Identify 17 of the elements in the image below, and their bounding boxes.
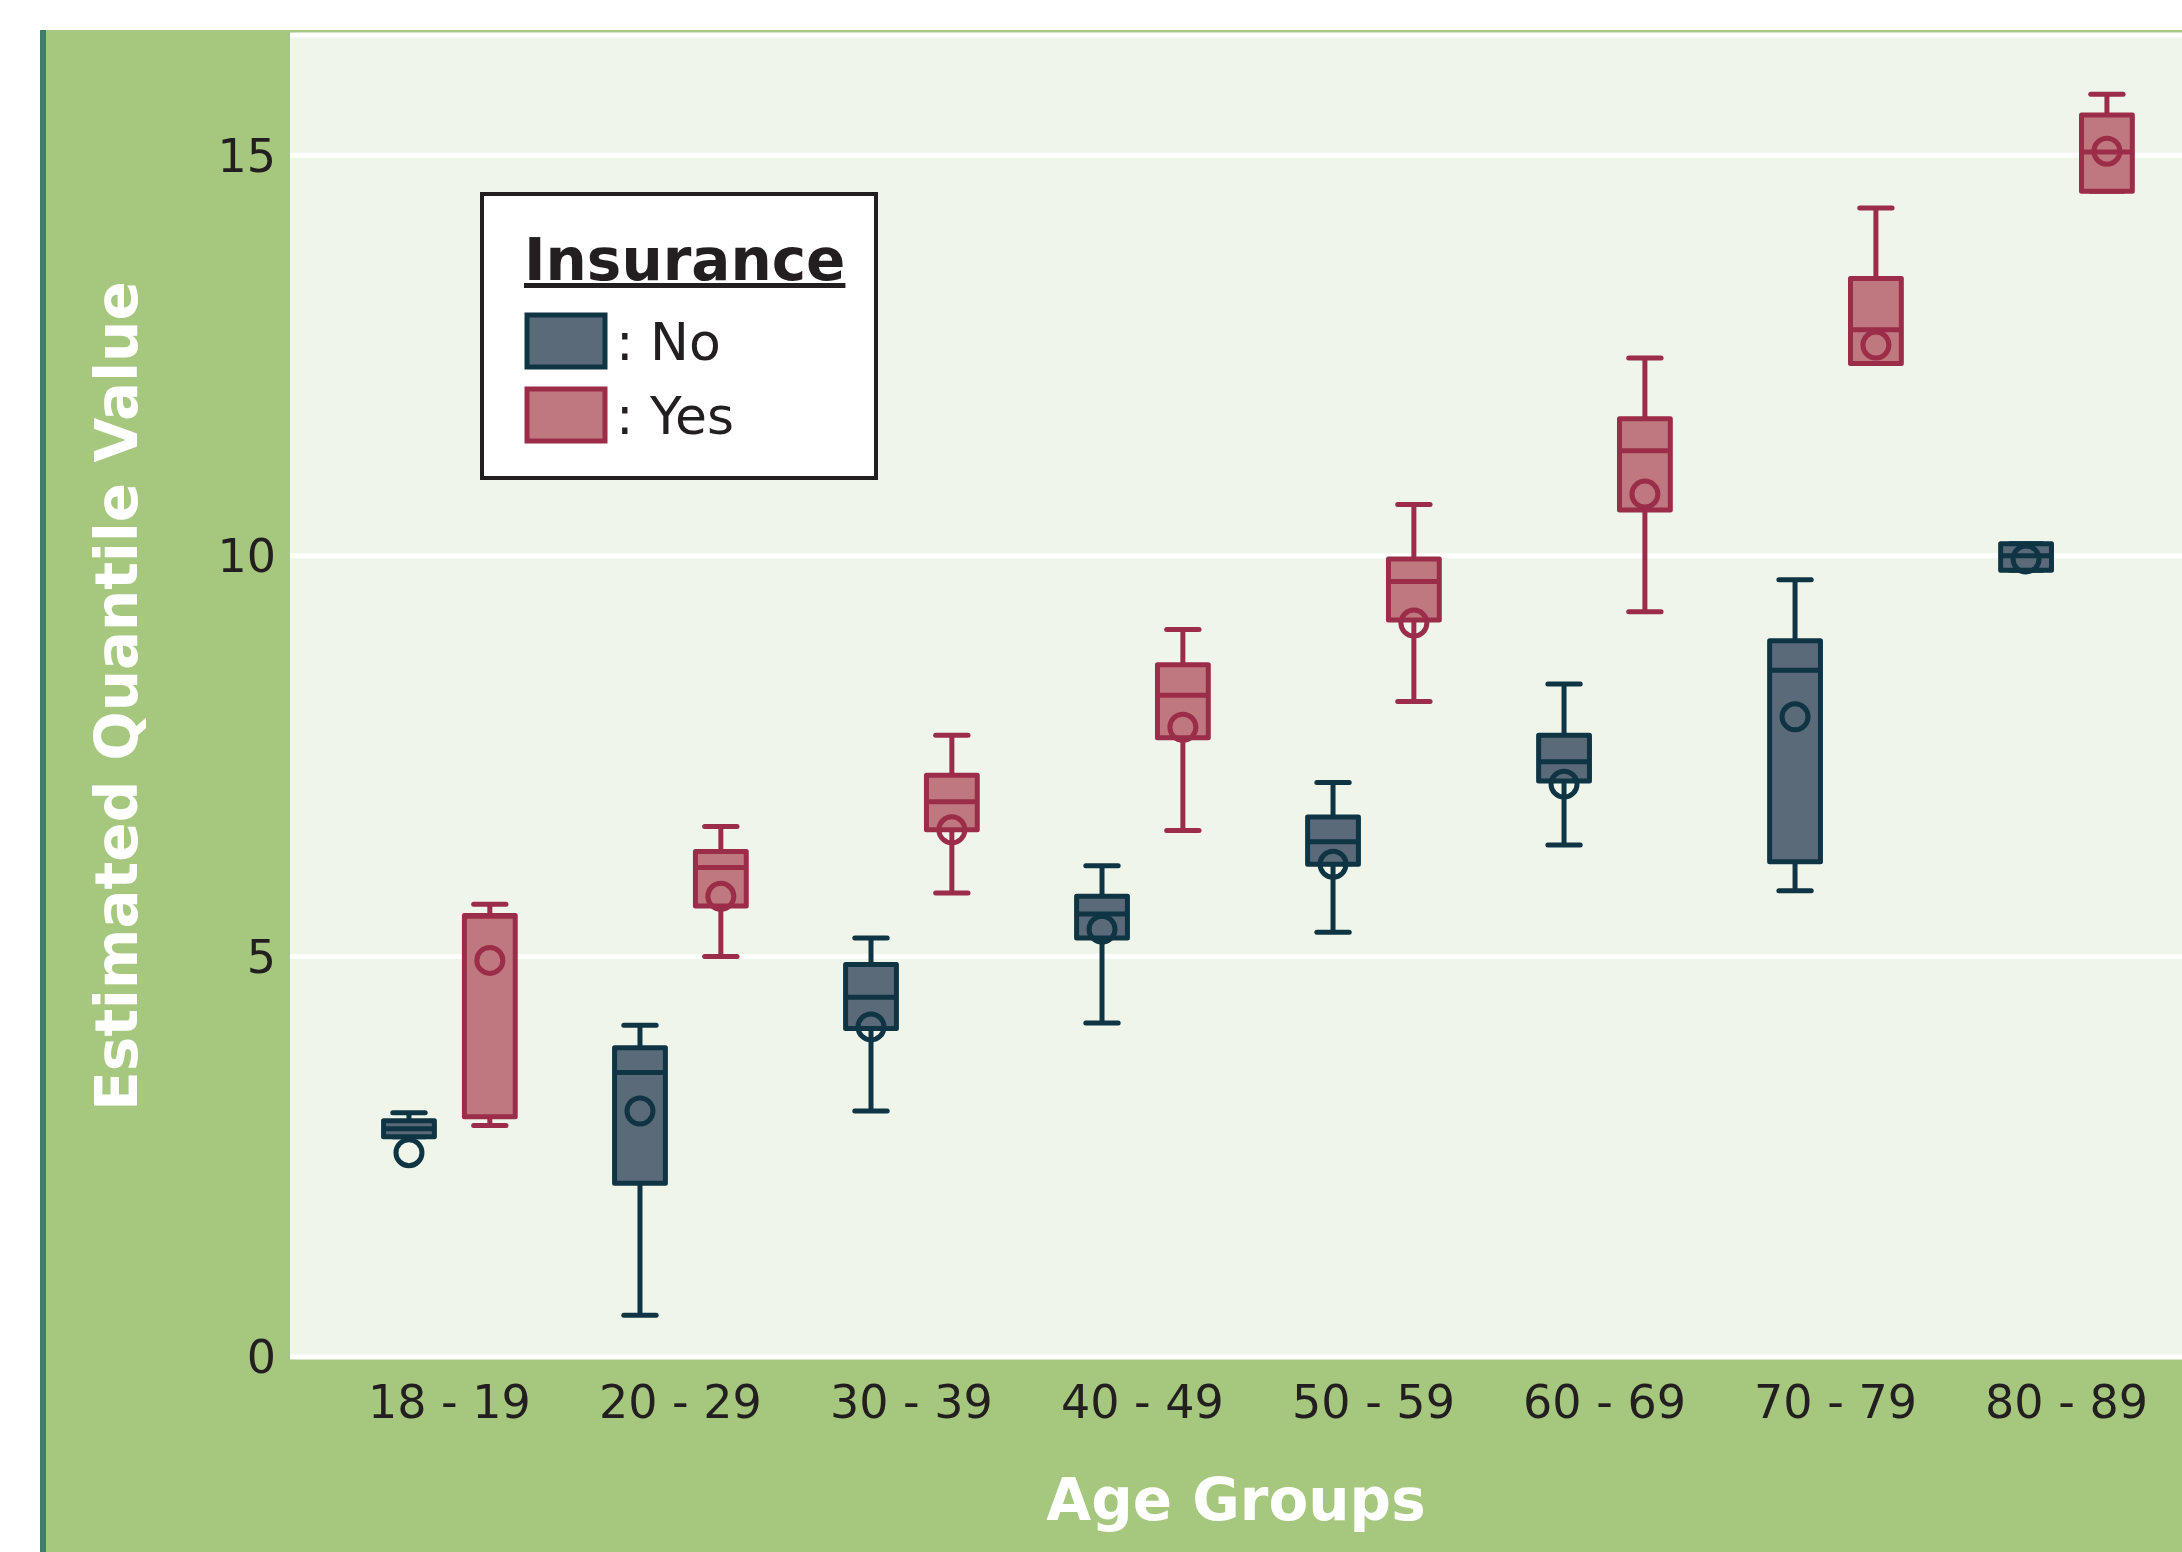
x-tick-label: 70 - 79	[1754, 1374, 1917, 1429]
x-tick-label: 30 - 39	[829, 1374, 993, 1429]
legend-title: Insurance	[524, 226, 846, 294]
legend-label: : No	[616, 312, 721, 372]
x-tick-label: 60 - 69	[1523, 1374, 1686, 1429]
y-axis-title: Estimated Quantile Value	[82, 281, 151, 1111]
y-tick-label: 0	[246, 1330, 276, 1385]
y-tick-label: 10	[217, 529, 276, 584]
x-tick-label: 80 - 89	[1985, 1374, 2148, 1429]
y-tick-label: 15	[217, 128, 276, 183]
y-tick-label: 5	[246, 929, 276, 984]
x-tick-label: 18 - 19	[367, 1374, 531, 1429]
x-axis-title: Age Groups	[1046, 1466, 1426, 1534]
x-tick-label: 40 - 49	[1060, 1374, 1224, 1429]
x-tick-label: 50 - 59	[1291, 1374, 1455, 1429]
x-tick-label: 20 - 29	[598, 1374, 762, 1429]
legend-label: : Yes	[616, 386, 734, 446]
